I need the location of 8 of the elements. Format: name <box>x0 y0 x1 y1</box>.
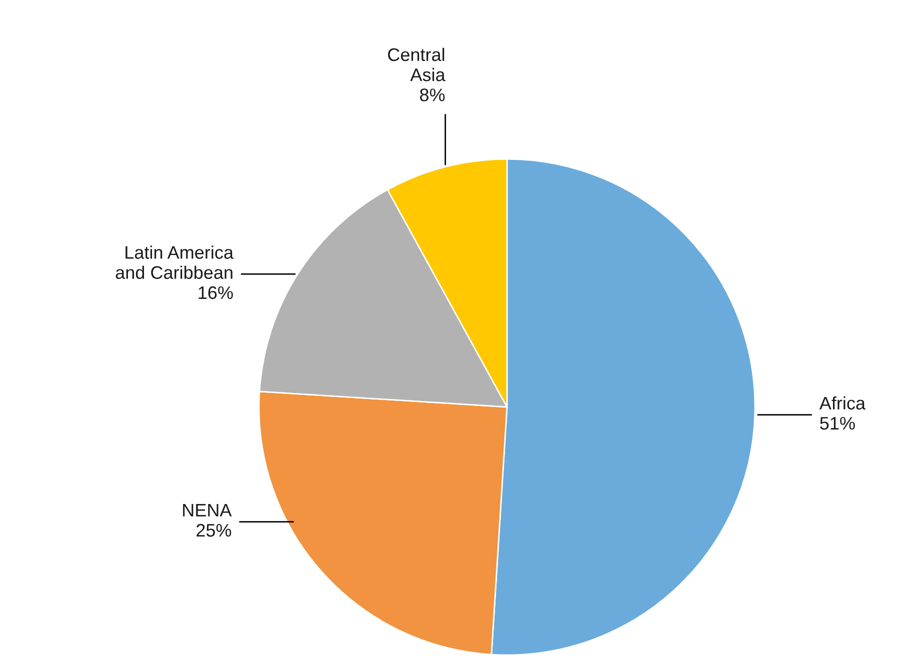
slice-label: Latin America and Caribbean <box>116 246 234 279</box>
slice-label: NENA <box>183 504 232 516</box>
data-label: 25% <box>196 524 232 537</box>
data-label: 51% <box>820 416 855 430</box>
data-label: 8% <box>420 88 445 102</box>
slice-label: Central Asia <box>388 48 446 82</box>
data-label: 16% <box>198 286 233 300</box>
slice-label: Africa <box>819 396 866 410</box>
